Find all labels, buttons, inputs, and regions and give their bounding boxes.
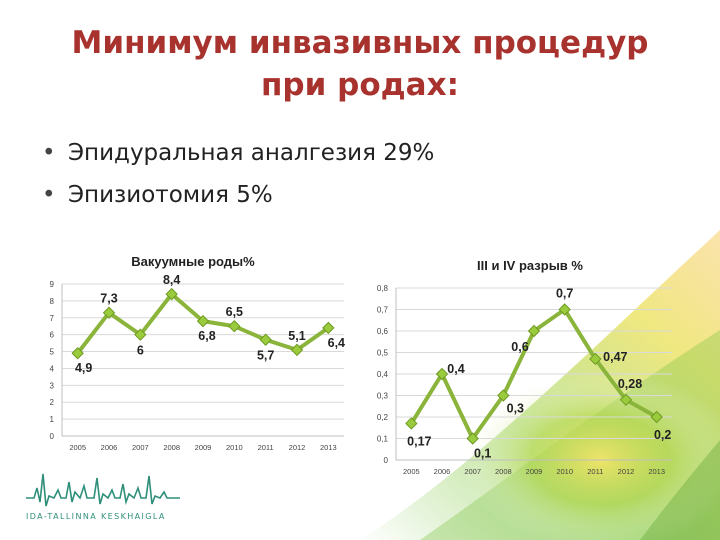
data-point [259, 333, 272, 346]
slide-title: Минимум инвазивных процедур при родах: [0, 22, 720, 106]
data-point [322, 321, 335, 335]
y-tick-label: 0,3 [377, 392, 389, 401]
y-tick-label: 1 [50, 415, 55, 424]
y-tick-label: 4 [50, 364, 55, 373]
x-tick-label: 2008 [495, 467, 512, 476]
y-tick-label: 0 [384, 456, 389, 465]
data-label: 0,7 [556, 287, 573, 301]
data-point [558, 303, 571, 316]
x-tick-label: 2012 [618, 467, 635, 476]
x-tick-label: 2009 [526, 467, 543, 476]
data-label: 0,3 [507, 402, 524, 416]
y-tick-label: 9 [50, 280, 55, 289]
x-tick-label: 2007 [132, 443, 149, 452]
y-tick-label: 7 [50, 314, 55, 323]
x-tick-label: 2005 [69, 443, 86, 452]
x-tick-label: 2011 [587, 467, 603, 476]
y-tick-label: 0,2 [377, 413, 389, 422]
data-point [71, 347, 84, 360]
data-label: 6,5 [226, 305, 243, 319]
data-label: 0,4 [447, 362, 464, 376]
x-tick-label: 2008 [163, 443, 180, 452]
x-tick-label: 2013 [648, 467, 665, 476]
data-label: 0,47 [603, 350, 627, 364]
y-tick-label: 0,7 [377, 306, 389, 315]
data-point [228, 320, 241, 333]
data-point [134, 328, 147, 341]
data-label: 5,1 [288, 329, 305, 343]
perineal-tears-chart: III и IV разрыв % 0 0,1 0,2 0,3 0,4 0,5 0,6 0,7 0… [377, 258, 672, 476]
data-point [497, 389, 510, 402]
y-tick-label: 0,6 [377, 327, 389, 336]
data-point [405, 417, 418, 430]
x-tick-label: 2013 [320, 443, 337, 452]
y-tick-label: 3 [50, 381, 55, 390]
y-tick-label: 8 [50, 297, 55, 306]
ecg-logo-icon [26, 473, 180, 507]
y-tick-label: 5 [50, 348, 55, 357]
title-line-1: Минимум инвазивных процедур [71, 25, 649, 61]
data-label: 0,6 [511, 340, 528, 354]
data-point [527, 324, 541, 338]
bullet-text: Эпидуральная аналгезия 29% [68, 140, 435, 166]
chart-title: Вакуумные роды% [131, 254, 255, 269]
data-label: 7,3 [100, 292, 117, 306]
title-line-2: при родах: [261, 67, 459, 103]
x-tick-label: 2007 [464, 467, 481, 476]
data-label: 5,7 [257, 349, 274, 363]
x-tick-label: 2010 [556, 467, 573, 476]
x-tick-label: 2009 [195, 443, 212, 452]
data-label: 6,8 [198, 329, 215, 343]
y-tick-label: 0 [50, 432, 55, 441]
x-tick-label: 2011 [258, 443, 274, 452]
y-tick-label: 0,1 [377, 435, 389, 444]
x-tick-label: 2006 [101, 443, 118, 452]
x-tick-label: 2012 [289, 443, 306, 452]
data-label: 4,9 [75, 361, 92, 375]
data-label: 0,28 [618, 377, 642, 391]
hospital-logo: IDA-TALLINNA KESKHAIGLA [24, 468, 184, 528]
data-point [435, 367, 449, 381]
y-tick-label: 2 [50, 398, 55, 407]
x-tick-label: 2005 [403, 467, 420, 476]
data-point [466, 432, 479, 445]
data-point [196, 314, 210, 328]
data-point [102, 306, 116, 319]
bullet-item: • Эпизиотомия 5% [40, 174, 434, 216]
y-tick-label: 0,4 [377, 370, 389, 379]
data-label: 6 [137, 344, 144, 358]
bullet-text: Эпизиотомия 5% [68, 182, 273, 208]
data-label: 0,2 [654, 428, 671, 442]
vacuum-deliveries-chart: Вакуумные роды% 0 1 2 3 4 5 6 7 8 9 2005 2006 2007 200… [50, 254, 346, 452]
bullet-list: • Эпидуральная аналгезия 29% • Эпизиотом… [40, 132, 434, 216]
data-label: 0,17 [407, 434, 431, 448]
data-point [165, 287, 178, 301]
data-label: 8,4 [163, 273, 180, 287]
data-label: 6,4 [328, 336, 345, 350]
data-point [650, 410, 663, 424]
logo-text: IDA-TALLINNA KESKHAIGLA [26, 512, 166, 521]
x-tick-label: 2006 [434, 467, 451, 476]
data-point [619, 393, 633, 407]
data-point [290, 343, 304, 357]
bullet-marker: • [42, 182, 56, 208]
y-tick-label: 0,5 [377, 349, 389, 358]
x-tick-label: 2010 [226, 443, 243, 452]
y-tick-label: 0,8 [377, 284, 389, 293]
bullet-item: • Эпидуральная аналгезия 29% [40, 132, 434, 174]
y-tick-label: 6 [50, 331, 55, 340]
data-label: 0,1 [474, 447, 491, 461]
bullet-marker: • [42, 140, 56, 166]
data-point [589, 352, 602, 366]
chart-title: III и IV разрыв % [477, 258, 583, 273]
